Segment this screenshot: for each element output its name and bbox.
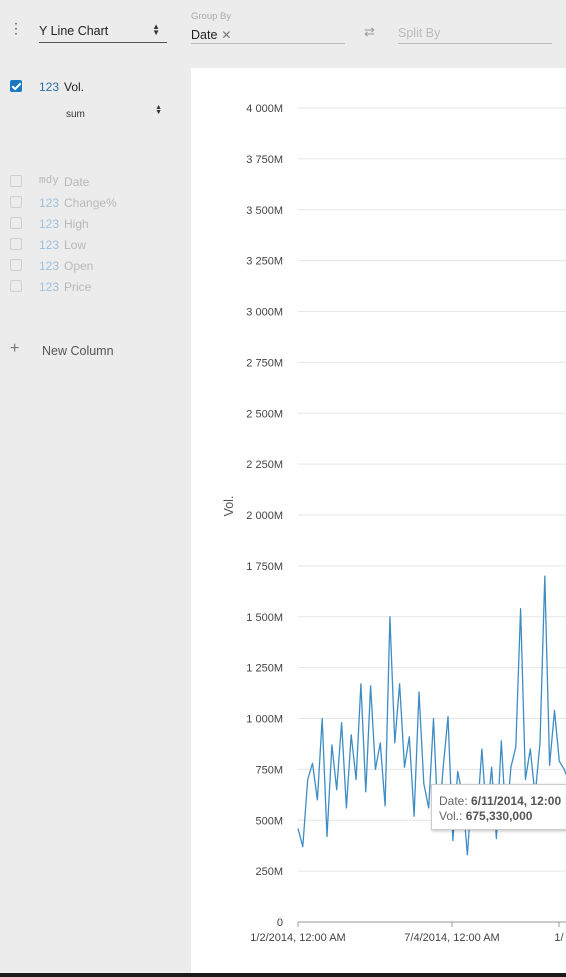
column-type-icon: 123 [39,80,60,94]
y-tick-label: 2 750M [246,357,283,369]
column-type-icon: 123 [39,280,60,294]
y-axis-label: Vol. [222,496,236,517]
inactive-column-row[interactable]: 123 Price [0,277,191,297]
y-tick-label: 1 250M [246,663,283,675]
aggregate-select[interactable]: sum ▲ ▼ [66,104,164,120]
series-line [297,575,566,856]
column-checkbox[interactable] [10,196,22,208]
select-arrows-icon: ▲ ▼ [155,104,162,116]
column-name: Low [64,238,87,252]
tooltip-vol-row: Vol.: 675,330,000 [439,809,532,823]
column-checkbox[interactable] [10,280,22,292]
remove-icon[interactable]: ✕ [221,28,232,42]
x-tick-label: 7/4/2014, 12:00 AM [404,932,499,944]
y-tick-label: 3 250M [246,256,283,268]
column-type-icon: 123 [39,196,60,210]
y-tick-label: 1 500M [246,612,283,624]
window-bottom-edge [0,973,566,977]
y-tick-label: 2 500M [246,408,283,420]
y-tick-label: 3 000M [246,307,283,319]
column-checkbox[interactable] [10,217,22,229]
y-tick-label: 3 500M [246,205,283,217]
y-tick-label: 0 [277,917,283,929]
y-tick-label: 2 250M [246,459,283,471]
chart-panel: 0 250M 500M 750M 1 000M 1 250M 1 500M 1 750M 2 0… [191,68,566,977]
column-checkbox-checked[interactable] [10,80,22,92]
inactive-column-row[interactable]: mdy Date [0,172,191,192]
inactive-column-row[interactable]: 123 Low [0,235,191,255]
swap-icon[interactable]: ⇄ [364,24,375,39]
tooltip-date-row: Date: 6/11/2014, 12:00 [439,794,561,808]
column-checkbox[interactable] [10,238,22,250]
menu-icon[interactable]: ⋮ [9,20,23,36]
aggregate-value: sum [66,109,85,120]
line-chart[interactable]: 0 250M 500M 750M 1 000M 1 250M 1 500M 1 750M 2 0… [191,68,566,977]
y-tick-label: 4 000M [246,103,283,115]
y-tick-label: 250M [255,866,283,878]
split-by-placeholder: Split By [398,26,441,40]
column-name: Date [64,175,90,189]
column-sidebar: 123 Vol. sum ▲ ▼ mdy Date 123 Change% 123… [0,60,191,977]
column-checkbox[interactable] [10,175,22,187]
group-by-label: Group By [191,11,232,22]
column-type-icon: mdy [39,175,59,187]
tooltip-date-label: Date: [439,794,468,808]
tooltip-vol-value: 675,330,000 [465,809,533,823]
x-tick-label: 1/ [554,932,564,944]
inactive-column-row[interactable]: 123 Change% [0,193,191,213]
column-type-icon: 123 [39,217,60,231]
x-tick-label: 1/2/2014, 12:00 AM [250,932,345,944]
chart-type-value: Y Line Chart [39,24,109,38]
column-name: Open [64,259,94,273]
inactive-column-row[interactable]: 123 High [0,214,191,234]
tooltip-date-value: 6/11/2014, 12:00 [471,794,562,808]
column-name: Change% [64,196,117,210]
y-tick-label: 3 750M [246,154,283,166]
y-tick-label: 1 000M [246,714,283,726]
y-tick-label: 1 750M [246,561,283,573]
column-name: Vol. [64,80,85,94]
new-column-label: New Column [42,344,114,358]
group-by-chip: Date [191,28,218,42]
active-column-row[interactable]: 123 Vol. [0,77,191,97]
column-checkbox[interactable] [10,259,22,271]
column-name: High [64,217,89,231]
group-by-field[interactable]: Date ✕ [191,26,345,44]
inactive-column-row[interactable]: 123 Open [0,256,191,276]
split-by-field[interactable]: Split By [398,24,552,44]
chart-type-select[interactable]: Y Line Chart ▲ ▼ [39,22,167,43]
chart-tooltip: Date: 6/11/2014, 12:00 Vol.: 675,330,000 [431,784,566,830]
y-tick-label: 2 000M [246,510,283,522]
plus-icon: + [10,340,20,357]
y-tick-label: 500M [255,815,283,827]
select-arrows-icon: ▲ ▼ [152,22,160,37]
column-type-icon: 123 [39,259,60,273]
y-tick-label: 750M [255,764,283,776]
tooltip-vol-label: Vol.: [439,809,463,823]
toolbar: ⋮ Y Line Chart ▲ ▼ Group By Date ✕ ⇄ Split… [0,0,566,60]
column-name: Price [64,280,92,294]
column-type-icon: 123 [39,238,60,252]
